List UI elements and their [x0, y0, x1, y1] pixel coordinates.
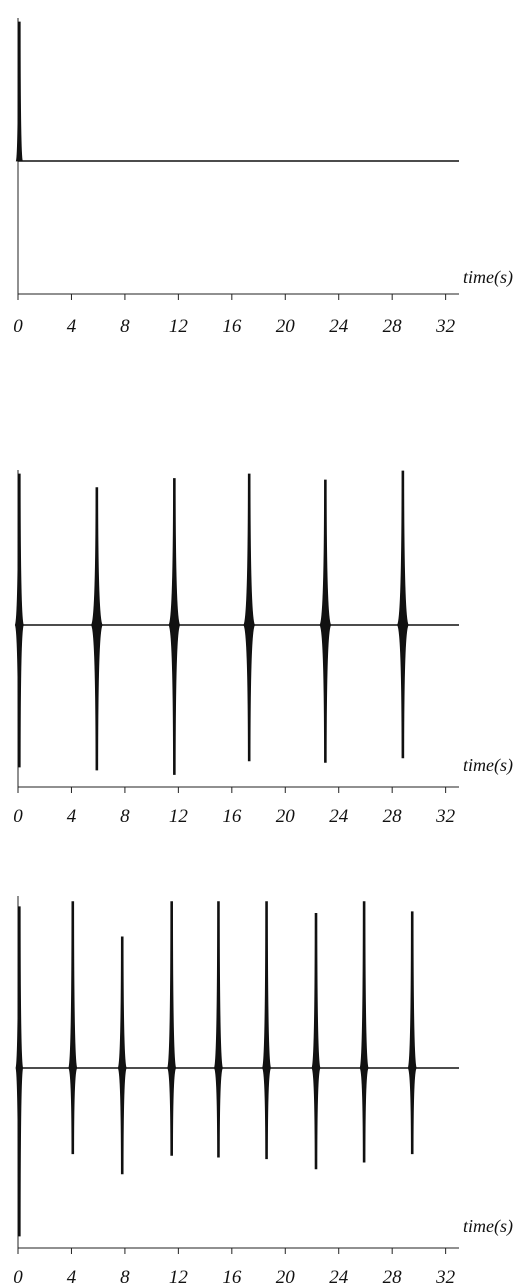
x-tick-label: 8: [120, 806, 130, 827]
x-tick-label: 32: [435, 806, 456, 827]
x-tick-label: 28: [383, 316, 403, 337]
x-tick-label: 16: [222, 1267, 242, 1285]
pulse-burst: [168, 478, 181, 775]
x-tick-label: 4: [67, 316, 77, 337]
pulse-burst: [243, 473, 256, 762]
x-axis-label: time(s): [463, 1216, 513, 1237]
x-tick-label: 12: [169, 316, 189, 337]
pulse-burst: [397, 470, 409, 759]
x-axis-label: time(s): [463, 755, 513, 776]
pulse-burst: [359, 901, 369, 1163]
x-tick-label: 0: [13, 316, 23, 337]
x-tick-label: 28: [383, 1267, 403, 1285]
x-tick-label: 12: [169, 806, 189, 827]
x-tick-label: 24: [329, 1267, 349, 1285]
x-tick-label: 24: [329, 316, 349, 337]
x-tick-label: 16: [222, 316, 242, 337]
x-tick-label: 20: [276, 806, 296, 827]
panel-single-pulse: 0 4 8 12 16 20 24 28 32 time(s): [13, 18, 513, 337]
x-tick-label: 8: [120, 316, 130, 337]
x-tick-label: 16: [222, 806, 242, 827]
panel-six-pulses: 0 4 8 12 16 20 24 28 32 time(s): [13, 470, 513, 827]
pulse-burst: [167, 901, 177, 1156]
pulse-burst: [68, 901, 78, 1155]
pulse-burst: [117, 936, 127, 1175]
x-tick-label: 4: [67, 1267, 77, 1285]
x-tick-label: 24: [329, 806, 349, 827]
x-tick-label: 28: [383, 806, 403, 827]
pulse-burst: [262, 901, 272, 1160]
x-tick-label: 20: [276, 1267, 296, 1285]
x-tick-label: 4: [67, 806, 77, 827]
x-tick-label: 0: [13, 806, 23, 827]
x-tick-label: 32: [435, 316, 456, 337]
pulse-burst: [213, 901, 223, 1158]
pulse-burst: [14, 473, 24, 768]
pulse-burst: [15, 21, 23, 162]
pulse-burst: [407, 911, 417, 1155]
panel-nine-pulses: 0 4 8 12 16 20 24 28 32 time(s): [13, 896, 513, 1285]
x-tick-label: 8: [120, 1267, 130, 1285]
pulse-burst: [319, 479, 332, 763]
x-tick-label: 12: [169, 1267, 189, 1285]
x-tick-label: 0: [13, 1267, 23, 1285]
pulse-burst: [311, 913, 321, 1170]
pulse-burst: [91, 487, 103, 771]
pulse-burst: [15, 906, 24, 1237]
x-tick-label: 32: [435, 1267, 456, 1285]
x-tick-label: 20: [276, 316, 296, 337]
x-axis-label: time(s): [463, 267, 513, 288]
